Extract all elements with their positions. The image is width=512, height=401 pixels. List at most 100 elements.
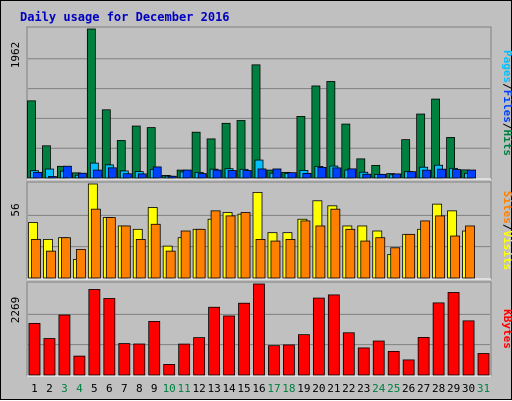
bar-sites-day-25 <box>390 247 401 279</box>
bar-pages-day-10 <box>167 175 177 179</box>
bar-pages-day-22 <box>347 168 357 179</box>
bar-kbytes-day-14 <box>223 315 235 376</box>
bar-kbytes-day-4 <box>73 355 86 376</box>
tick-label-day-10: 10 <box>163 382 176 395</box>
legend-visits: Sites/Visits <box>501 191 512 271</box>
bar-sites-day-13 <box>210 210 221 279</box>
tick-label-day-25: 25 <box>387 382 400 395</box>
bar-pages-day-21 <box>332 167 342 179</box>
bar-sites-day-4 <box>75 249 86 279</box>
bar-sites-day-28 <box>435 215 446 279</box>
bar-kbytes-day-6 <box>103 298 116 376</box>
day-tick-labels: 1 2 3 4 5 6 7 8 9 10 11 12 13 14 15 16 17 18 19 20 21 22 23 24 2… <box>31 382 490 395</box>
tick-label-day-29: 29 <box>447 382 460 395</box>
bar-hits-day-1 <box>27 100 36 179</box>
bar-sites-day-11 <box>180 230 191 279</box>
bar-pages-day-11 <box>182 169 192 179</box>
tick-label-day-30: 30 <box>462 382 475 395</box>
panel-visits: 56 Sites/Visits <box>9 181 512 280</box>
bar-pages-day-3 <box>63 165 72 179</box>
legend-entry: Visits <box>501 231 512 271</box>
bar-sites-day-27 <box>420 220 431 279</box>
bar-kbytes-day-7 <box>118 343 131 376</box>
bar-sites-day-15 <box>240 212 251 279</box>
bar-kbytes-day-13 <box>208 306 220 376</box>
chart-title: Daily usage for December 2016 <box>20 10 230 24</box>
bar-sites-day-17 <box>270 240 281 279</box>
tick-label-day-28: 28 <box>432 382 445 395</box>
bar-hits-day-8 <box>131 125 141 179</box>
bar-pages-day-5 <box>92 169 102 179</box>
tick-label-day-6: 6 <box>106 382 113 395</box>
tick-label-day-19: 19 <box>297 382 310 395</box>
tick-label-day-5: 5 <box>91 382 98 395</box>
legend-entry: / <box>501 224 512 231</box>
bar-pages-day-25 <box>392 173 402 179</box>
bar-kbytes-day-8 <box>133 343 146 376</box>
panel-kbytes: 2269 KBytes <box>9 281 512 377</box>
legend-hits: Pages/Files/Hits <box>501 50 512 156</box>
bar-kbytes-day-2 <box>43 338 56 376</box>
bar-pages-day-2 <box>48 176 57 179</box>
bar-sites-day-24 <box>375 237 386 279</box>
bar-hits-day-20 <box>311 85 321 179</box>
bar-pages-day-15 <box>242 170 252 179</box>
bar-kbytes-day-24 <box>372 340 385 376</box>
tick-label-day-11: 11 <box>178 382 191 395</box>
tick-label-day-20: 20 <box>312 382 325 395</box>
bar-sites-day-6 <box>105 217 116 279</box>
tick-label-day-3: 3 <box>61 382 68 395</box>
tick-label-day-16: 16 <box>252 382 265 395</box>
bar-hits-day-12 <box>191 131 201 179</box>
legend-entry: Files <box>501 90 512 123</box>
bar-pages-day-19 <box>302 172 312 179</box>
bar-pages-day-14 <box>227 170 237 179</box>
bar-pages-day-30 <box>467 169 476 179</box>
bar-pages-day-26 <box>407 171 417 179</box>
bar-sites-day-29 <box>450 235 460 279</box>
tick-label-day-23: 23 <box>357 382 370 395</box>
bar-pages-day-9 <box>152 166 162 179</box>
bar-sites-day-7 <box>120 225 131 279</box>
bar-sites-day-1 <box>31 238 41 279</box>
bar-kbytes-day-23 <box>357 347 370 376</box>
bar-pages-day-28 <box>437 168 447 179</box>
bar-kbytes-day-29 <box>447 292 460 376</box>
bar-sites-day-14 <box>225 215 236 279</box>
bar-kbytes-day-22 <box>342 332 355 376</box>
bar-kbytes-day-26 <box>402 359 415 376</box>
bar-pages-day-24 <box>377 173 387 179</box>
tick-label-day-26: 26 <box>402 382 415 395</box>
bar-pages-day-20 <box>317 166 327 179</box>
bar-sites-day-2 <box>46 250 56 279</box>
bar-sites-day-12 <box>195 228 206 279</box>
tick-label-day-14: 14 <box>222 382 236 395</box>
tick-label-day-12: 12 <box>193 382 206 395</box>
tick-label-day-27: 27 <box>417 382 430 395</box>
bar-hits-day-19 <box>296 116 306 179</box>
bar-pages-day-13 <box>212 169 222 179</box>
bar-pages-day-27 <box>422 169 432 179</box>
legend-kbytes: KBytes <box>501 309 512 349</box>
bar-hits-day-5 <box>86 28 96 179</box>
bar-sites-day-18 <box>285 238 296 279</box>
bar-sites-day-22 <box>345 228 356 279</box>
bar-kbytes-day-19 <box>298 334 310 376</box>
bar-kbytes-day-28 <box>432 302 445 376</box>
tick-label-day-18: 18 <box>282 382 295 395</box>
bar-kbytes-day-17 <box>268 345 280 376</box>
bar-sites-day-23 <box>360 240 371 279</box>
bar-sites-day-26 <box>405 233 416 279</box>
bar-hits-day-21 <box>326 81 336 179</box>
bar-kbytes-day-27 <box>417 337 430 376</box>
bar-kbytes-day-15 <box>238 302 250 376</box>
bar-pages-day-18 <box>287 172 297 179</box>
tick-label-day-15: 15 <box>237 382 250 395</box>
bar-kbytes-day-18 <box>283 344 295 376</box>
tick-label-day-31: 31 <box>477 382 490 395</box>
bar-pages-day-12 <box>197 173 207 179</box>
bar-sites-day-19 <box>300 220 311 279</box>
bar-pages-day-23 <box>362 173 372 179</box>
